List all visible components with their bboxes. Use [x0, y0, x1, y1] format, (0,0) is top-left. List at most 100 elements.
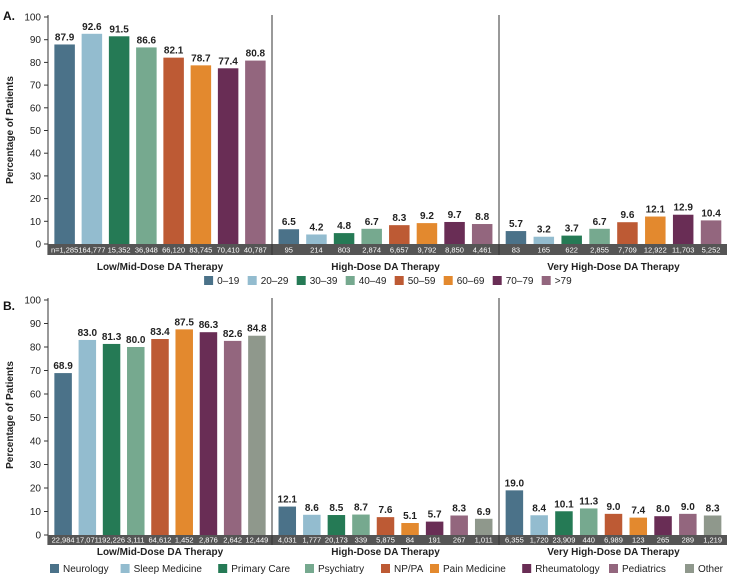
panel-a-y-tick-label-70: 70: [30, 81, 42, 92]
panel-b-bar-very-high-dose-da-therapy-primary-care-n-label: 23,909: [552, 536, 575, 545]
panel-a-bar-high-dose-da-therapy-79: [471, 224, 493, 244]
panel-a-bar-very-high-dose-da-therapy-79-value-label: 10.4: [701, 208, 721, 219]
panel-b-bar-low-mid-dose-da-therapy-other: [248, 335, 266, 535]
panel-b-bar-very-high-dose-da-therapy-sleep-medicine: [530, 515, 548, 535]
panel-a-bar-low-mid-dose-da-therapy-0-19: [54, 44, 75, 245]
panel-b-bar-high-dose-da-therapy-psychiatry-value-label: 8.7: [354, 503, 368, 514]
panel-a-bar-low-mid-dose-da-therapy-20-29-value-label: 92.6: [82, 22, 102, 33]
panel-b-bar-low-mid-dose-da-therapy-other-value-label: 84.8: [247, 324, 267, 335]
panel-a-bar-very-high-dose-da-therapy-70-79-value-label: 12.9: [673, 203, 693, 214]
panel-b-y-tick-label-60: 60: [30, 390, 42, 401]
panel-a-bar-high-dose-da-therapy-50-59-n-label: 6,657: [390, 246, 409, 255]
panel-b-bar-very-high-dose-da-therapy-other: [703, 515, 722, 535]
panel-b-bar-low-mid-dose-da-therapy-psychiatry-n-label: 3,111: [127, 536, 145, 545]
panel-b-bar-low-mid-dose-da-therapy-np-pa-value-label: 83.4: [150, 327, 170, 338]
panel-a-bar-low-mid-dose-da-therapy-0-19-n-label: n=1,285: [51, 246, 78, 255]
panel-a-bar-high-dose-da-therapy-79-n-label: 4,461: [473, 246, 492, 255]
panel-a-bar-high-dose-da-therapy-20-29-n-label: 214: [310, 246, 323, 255]
panel-b-bar-high-dose-da-therapy-sleep-medicine-n-label: 1,777: [302, 536, 321, 545]
panel-b-bar-low-mid-dose-da-therapy-primary-care-n-label: 192,226: [98, 536, 125, 545]
panel-a-bar-very-high-dose-da-therapy-60-69: [645, 216, 666, 244]
panel-a-bar-low-mid-dose-da-therapy-0-19-value-label: 87.9: [55, 32, 75, 43]
panel-b-bar-very-high-dose-da-therapy-rheumatology-n-label: 265: [657, 536, 670, 545]
panel-a-bar-very-high-dose-da-therapy-0-19-n-label: 83: [512, 246, 520, 255]
panel-b-bar-high-dose-da-therapy-pain-medicine-n-label: 84: [406, 536, 414, 545]
panel-b-bar-very-high-dose-da-therapy-neurology: [505, 490, 524, 535]
panel-b-legend-neurology-label: Neurology: [63, 564, 109, 575]
panel-a-bar-low-mid-dose-da-therapy-79-value-label: 80.8: [246, 49, 266, 60]
panel-a-bar-low-mid-dose-da-therapy-70-79: [217, 68, 239, 244]
panel-a-y-tick-label-10: 10: [30, 217, 42, 228]
panel-b-bar-high-dose-da-therapy-neurology-value-label: 12.1: [278, 495, 298, 506]
panel-b-bar-high-dose-da-therapy-neurology-n-label: 4,031: [278, 536, 297, 545]
panel-b-y-tick-label-30: 30: [30, 460, 42, 471]
panel-b-bar-high-dose-da-therapy-sleep-medicine: [303, 514, 321, 535]
panel-b-y-axis-title: Percentage of Patients: [5, 361, 16, 469]
panel-b-label: B.: [3, 299, 15, 313]
panel-a-bar-high-dose-da-therapy-50-59: [389, 225, 410, 244]
panel-b-bar-very-high-dose-da-therapy-other-value-label: 8.3: [706, 503, 720, 514]
panel-b-bar-low-mid-dose-da-therapy-pediatrics-value-label: 82.6: [223, 329, 243, 340]
panel-b-bar-low-mid-dose-da-therapy-pediatrics: [223, 340, 242, 535]
panel-a-y-tick-label-40: 40: [30, 149, 42, 160]
panel-b-bar-high-dose-da-therapy-neurology: [278, 506, 297, 535]
panel-b-bar-high-dose-da-therapy-other: [474, 518, 493, 535]
panel-a-y-tick-label-100: 100: [24, 13, 41, 24]
panel-a-legend-70-79-label: 70–79: [506, 276, 534, 287]
panel-b-legend-pediatrics-label: Pediatrics: [622, 564, 666, 575]
panel-b-bar-high-dose-da-therapy-pain-medicine-value-label: 5.1: [403, 511, 417, 522]
panel-b-legend-psychiatry-label: Psychiatry: [318, 564, 364, 575]
panel-b-bar-very-high-dose-da-therapy-neurology-n-label: 6,355: [505, 536, 524, 545]
panel-b-bar-high-dose-da-therapy-np-pa: [376, 517, 395, 535]
panel-b-bar-very-high-dose-da-therapy-pain-medicine-value-label: 7.4: [631, 506, 645, 517]
panel-a-legend-0-19-label: 0–19: [217, 276, 240, 287]
panel-b-legend-psychiatry-swatch: [305, 564, 314, 573]
panel-a-bar-very-high-dose-da-therapy-79-n-label: 5,252: [702, 246, 721, 255]
panel-b-bar-low-mid-dose-da-therapy-np-pa: [151, 339, 169, 535]
panel-a-bar-high-dose-da-therapy-60-69-n-label: 9,792: [418, 246, 437, 255]
panel-b-bar-very-high-dose-da-therapy-pain-medicine-n-label: 123: [632, 536, 645, 545]
panel-b-y-tick-label-0: 0: [35, 531, 41, 542]
panel-a-bar-low-mid-dose-da-therapy-20-29-n-label: 164,777: [78, 246, 105, 255]
panel-a-bar-high-dose-da-therapy-20-29-value-label: 4.2: [309, 222, 323, 233]
panel-b-bar-very-high-dose-da-therapy-pediatrics-n-label: 289: [682, 536, 695, 545]
panel-a-bar-low-mid-dose-da-therapy-30-39-n-label: 15,352: [108, 246, 131, 255]
panel-a-bar-very-high-dose-da-therapy-30-39-n-label: 622: [565, 246, 578, 255]
panel-a-bar-very-high-dose-da-therapy-20-29-n-label: 165: [538, 246, 551, 255]
panel-a-bar-high-dose-da-therapy-40-49: [361, 228, 382, 244]
panel-b-legend-other-label: Other: [698, 564, 724, 575]
panel-a-group-label-high-dose-da-therapy: High-Dose DA Therapy: [331, 262, 440, 273]
panel-a-legend-70-79-swatch: [492, 276, 502, 285]
panel-b-bar-low-mid-dose-da-therapy-rheumatology-n-label: 2,876: [199, 536, 218, 545]
panel-a-bar-low-mid-dose-da-therapy-79: [245, 60, 266, 244]
panel-b-legend-neurology-swatch: [50, 564, 59, 573]
panel-a-y-tick-label-50: 50: [30, 126, 42, 137]
panel-a-bar-high-dose-da-therapy-40-49-value-label: 6.7: [365, 217, 379, 228]
panel-a-bar-very-high-dose-da-therapy-40-49-n-label: 2,855: [590, 246, 609, 255]
panel-b-bar-high-dose-da-therapy-primary-care-value-label: 8.5: [329, 503, 343, 514]
panel-a-bar-very-high-dose-da-therapy-30-39-value-label: 3.7: [565, 224, 579, 235]
panel-b-bar-high-dose-da-therapy-rheumatology-value-label: 5.7: [428, 510, 442, 521]
panel-b-bar-very-high-dose-da-therapy-rheumatology: [654, 516, 672, 535]
panel-a-y-tick-label-20: 20: [30, 194, 42, 205]
panel-a-bar-very-high-dose-da-therapy-0-19: [505, 231, 527, 244]
panel-a-legend-20-29-label: 20–29: [261, 276, 289, 287]
panel-b-bar-high-dose-da-therapy-rheumatology: [425, 521, 444, 535]
panel-a-legend-60-69-label: 60–69: [457, 276, 485, 287]
panel-a-bar-very-high-dose-da-therapy-70-79-n-label: 11,703: [672, 246, 694, 255]
panel-b-bar-low-mid-dose-da-therapy-sleep-medicine: [78, 339, 97, 535]
panel-b-bar-high-dose-da-therapy-pediatrics-n-label: 267: [453, 536, 466, 545]
panel-b-bar-very-high-dose-da-therapy-psychiatry: [579, 508, 598, 535]
panel-b-bar-very-high-dose-da-therapy-rheumatology-value-label: 8.0: [656, 504, 670, 515]
panel-b-bar-low-mid-dose-da-therapy-pain-medicine: [175, 329, 193, 535]
panel-b-bar-low-mid-dose-da-therapy-sleep-medicine-n-label: 17,071: [76, 536, 99, 545]
panel-b-y-tick-label-20: 20: [30, 484, 42, 495]
panel-a-bar-high-dose-da-therapy-50-59-value-label: 8.3: [392, 213, 406, 224]
panel-b-bar-very-high-dose-da-therapy-pain-medicine: [629, 517, 648, 535]
panel-b-y-tick-label-80: 80: [30, 343, 42, 354]
panel-b-y-tick-label-50: 50: [30, 413, 42, 424]
panel-a-bar-high-dose-da-therapy-30-39-n-label: 803: [338, 246, 351, 255]
panel-a-bar-high-dose-da-therapy-70-79-n-label: 8,850: [445, 246, 464, 255]
panel-b-y-tick-label-100: 100: [24, 296, 41, 307]
